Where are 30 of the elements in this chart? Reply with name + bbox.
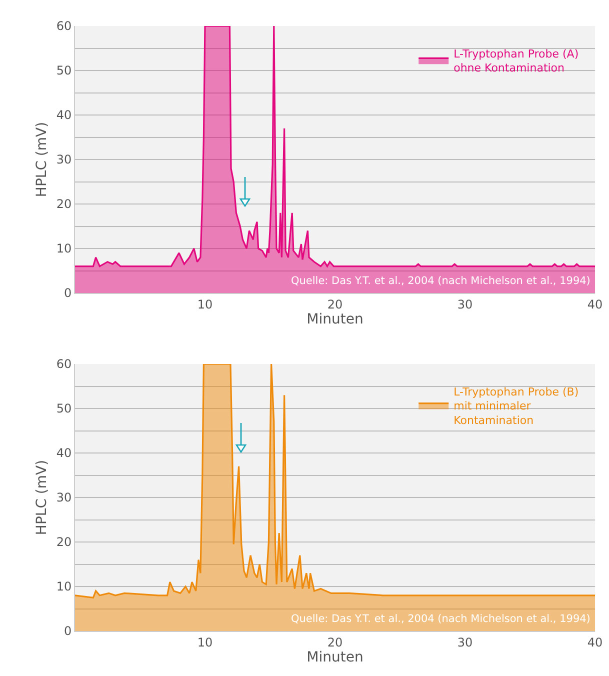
legend-label: L-Tryptophan Probe (B) mit minimaler Kontamination bbox=[454, 385, 579, 427]
x-tick-label: 40 bbox=[587, 635, 603, 650]
y-tick-label: 10 bbox=[56, 580, 72, 594]
y-tick-label: 40 bbox=[56, 446, 72, 460]
y-tick-label: 20 bbox=[56, 535, 72, 550]
x-axis-title: Minuten bbox=[306, 649, 364, 666]
y-tick-label: 30 bbox=[56, 152, 72, 167]
annotation: Quelle: Das Y.T. et al., 2004 (nach Michelson et al., 1994) bbox=[291, 613, 590, 625]
y-tick-label: 0 bbox=[64, 286, 72, 300]
y-axis-title: HPLC (mV) bbox=[34, 122, 50, 198]
y-tick-label: 20 bbox=[56, 197, 72, 212]
x-tick-label: 10 bbox=[197, 297, 213, 312]
x-axis-title: Minuten bbox=[306, 311, 364, 328]
x-tick-label: 30 bbox=[457, 297, 473, 312]
x-tick-label: 20 bbox=[327, 297, 343, 312]
x-tick-label: 10 bbox=[197, 635, 213, 650]
y-tick-label: 0 bbox=[64, 624, 72, 638]
y-tick-label: 60 bbox=[56, 19, 72, 34]
y-tick-label: 60 bbox=[56, 357, 72, 372]
y-tick-label: 40 bbox=[56, 108, 72, 122]
y-axis-title: HPLC (mV) bbox=[34, 460, 50, 536]
y-tick-label: 10 bbox=[56, 242, 72, 256]
y-tick-label: 50 bbox=[56, 64, 72, 78]
x-tick-label: 40 bbox=[587, 297, 603, 312]
y-tick-label: 50 bbox=[56, 402, 72, 416]
x-tick-label: 30 bbox=[457, 635, 473, 650]
legend-label: L-Tryptophan Probe (A) ohne Kontamination bbox=[454, 47, 579, 75]
annotation: Quelle: Das Y.T. et al., 2004 (nach Michelson et al., 1994) bbox=[291, 275, 590, 287]
x-tick-label: 20 bbox=[327, 635, 343, 650]
y-tick-label: 30 bbox=[56, 490, 72, 505]
